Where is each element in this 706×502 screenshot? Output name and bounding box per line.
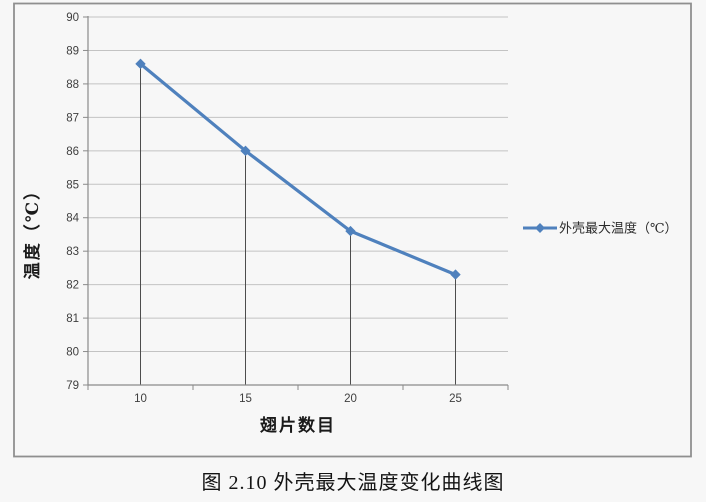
y-tick-label: 82	[66, 280, 79, 292]
y-axis-title: 温度（℃）	[22, 181, 42, 279]
data-series	[135, 58, 461, 280]
y-tick-label: 89	[66, 45, 79, 57]
y-axis-tick-labels: 79 80 81 82 83 84 85 86 87 88 89 90	[66, 12, 79, 392]
x-tick-label: 10	[134, 393, 147, 405]
legend-label: 外壳最大温度（℃）	[559, 221, 678, 236]
x-axis-tick-labels: 10 15 20 25	[134, 393, 462, 405]
data-point-marker	[450, 269, 461, 280]
figure-caption: 图 2.10 外壳最大温度变化曲线图	[201, 472, 505, 494]
data-point-marker	[240, 145, 251, 157]
data-point-marker	[345, 225, 356, 237]
axes	[83, 16, 509, 390]
x-axis-ticks	[87, 385, 509, 390]
line-chart: 79 80 81 82 83 84 85 86 87 88 89 90 10 15 20 25 翅片数目 温…	[13, 2, 692, 458]
x-tick-label: 20	[344, 393, 357, 405]
y-tick-label: 79	[66, 380, 79, 392]
y-tick-label: 90	[66, 12, 79, 24]
y-tick-label: 88	[66, 79, 79, 91]
x-tick-label: 25	[449, 393, 462, 405]
x-axis-title: 翅片数目	[259, 415, 336, 435]
drop-lines	[140, 63, 456, 385]
series-line	[139, 62, 457, 277]
y-tick-label: 85	[66, 179, 79, 191]
y-tick-label: 87	[66, 112, 79, 124]
y-axis-ticks	[83, 16, 88, 386]
x-tick-label: 15	[239, 393, 252, 405]
y-tick-label: 86	[66, 146, 79, 158]
data-point-marker	[135, 58, 146, 70]
legend-marker-icon	[535, 223, 545, 233]
y-tick-label: 80	[66, 347, 79, 359]
legend: 外壳最大温度（℃）	[523, 221, 678, 236]
y-tick-label: 81	[66, 313, 79, 325]
y-tick-label: 84	[66, 213, 79, 225]
y-tick-label: 83	[66, 246, 79, 258]
